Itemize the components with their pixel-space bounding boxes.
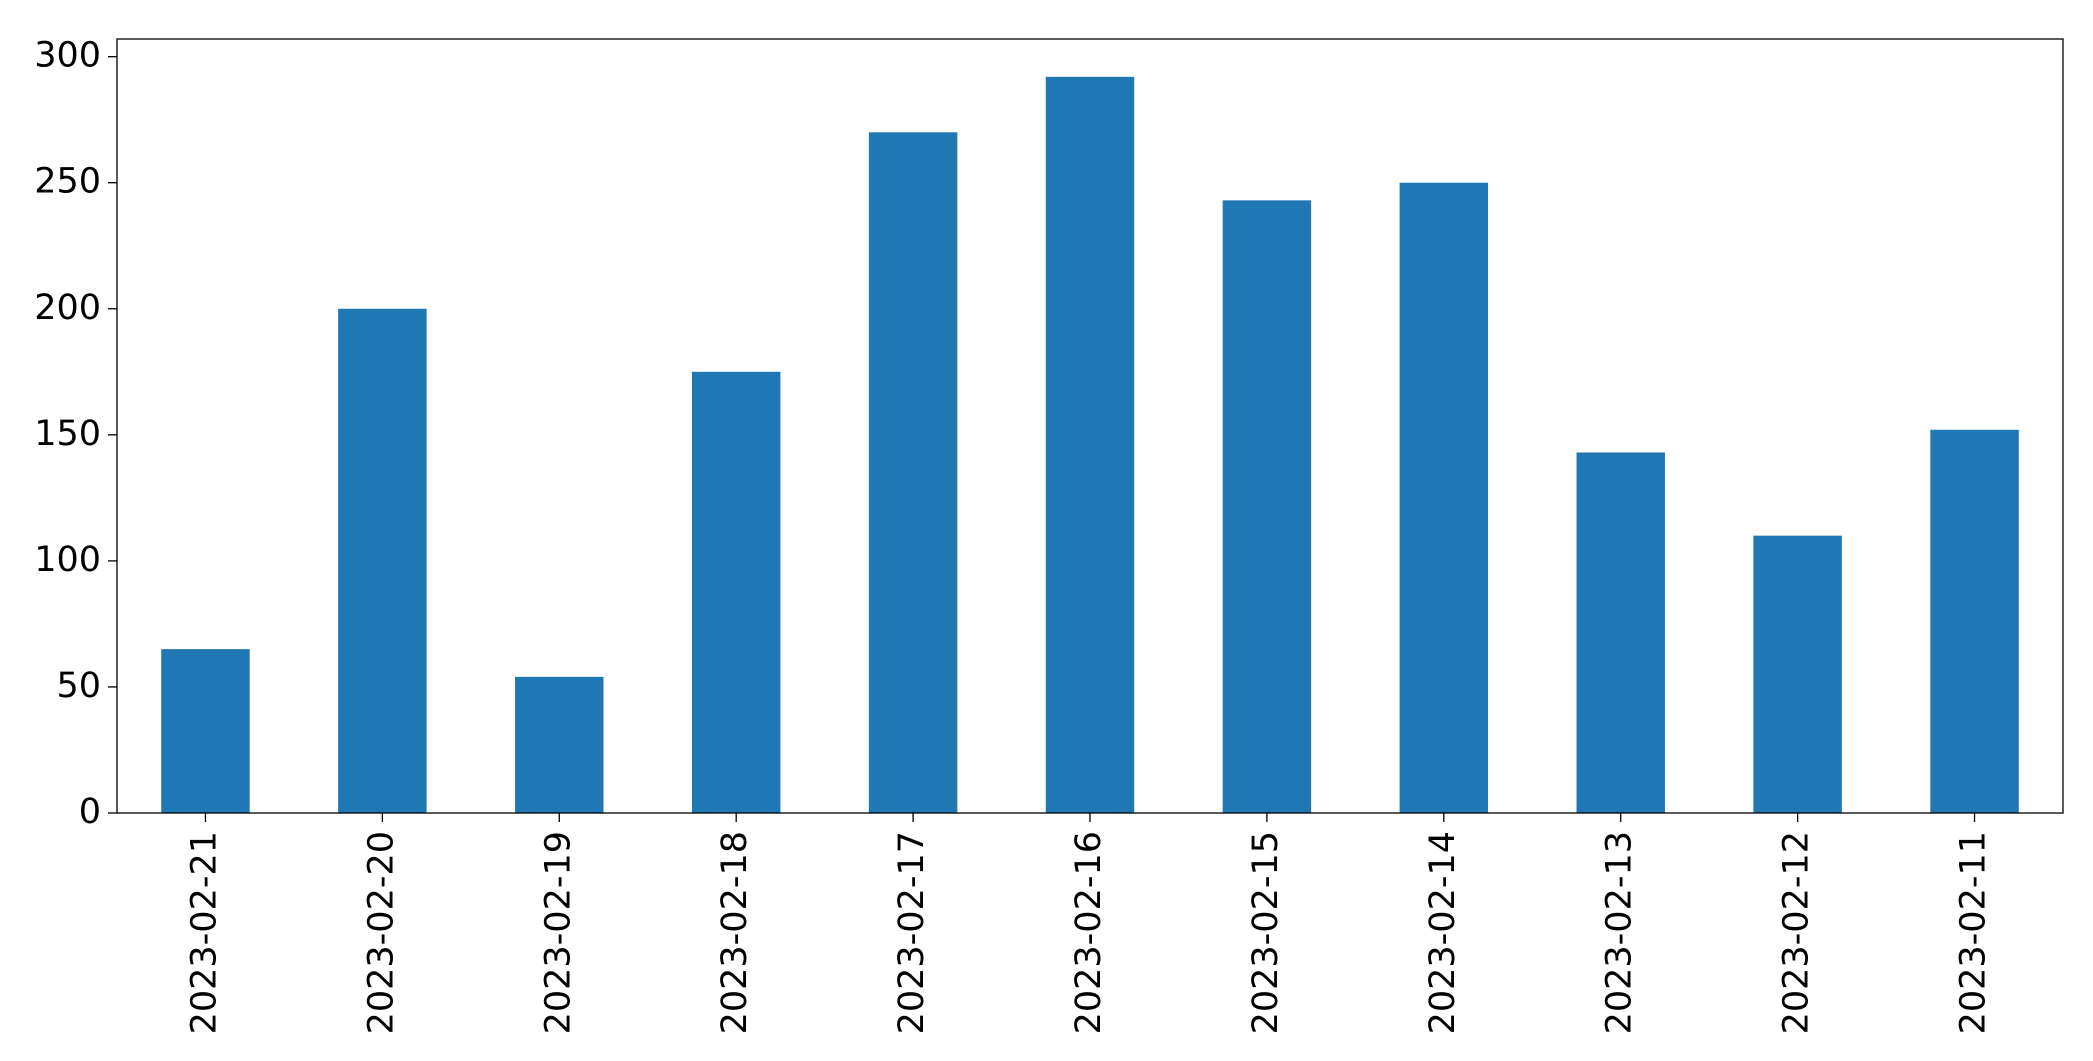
- x-tick-label: 2023-02-17: [892, 831, 932, 1034]
- bar: [515, 676, 604, 813]
- x-tick-label: 2023-02-18: [715, 831, 755, 1034]
- y-tick-label: 50: [56, 666, 101, 706]
- x-tick-label: 2023-02-21: [184, 831, 224, 1034]
- bar: [868, 132, 958, 813]
- y-tick-label: 0: [79, 792, 101, 832]
- bar: [1753, 535, 1842, 813]
- y-tick-label: 300: [34, 36, 101, 76]
- x-tick-label: 2023-02-13: [1600, 831, 1640, 1034]
- bar: [1576, 452, 1665, 813]
- x-tick-label: 2023-02-20: [361, 831, 401, 1034]
- plot-frame: [116, 38, 2064, 814]
- bar: [338, 308, 427, 813]
- bar: [1222, 200, 1312, 813]
- bar: [1045, 76, 1135, 814]
- bar: [1399, 182, 1489, 813]
- y-tick-label: 250: [34, 162, 101, 202]
- x-tick-label: 2023-02-15: [1246, 831, 1286, 1034]
- bar: [1930, 429, 2019, 813]
- y-tick-label: 200: [34, 288, 101, 328]
- x-tick-label: 2023-02-11: [1954, 831, 1994, 1034]
- x-tick-label: 2023-02-16: [1069, 831, 1109, 1034]
- bar: [161, 649, 250, 813]
- y-tick-label: 150: [34, 414, 101, 454]
- y-tick-label: 100: [34, 540, 101, 580]
- x-tick-label: 2023-02-12: [1777, 831, 1817, 1034]
- x-tick-label: 2023-02-19: [538, 831, 578, 1034]
- x-tick-label: 2023-02-14: [1423, 831, 1463, 1034]
- bar: [691, 371, 781, 813]
